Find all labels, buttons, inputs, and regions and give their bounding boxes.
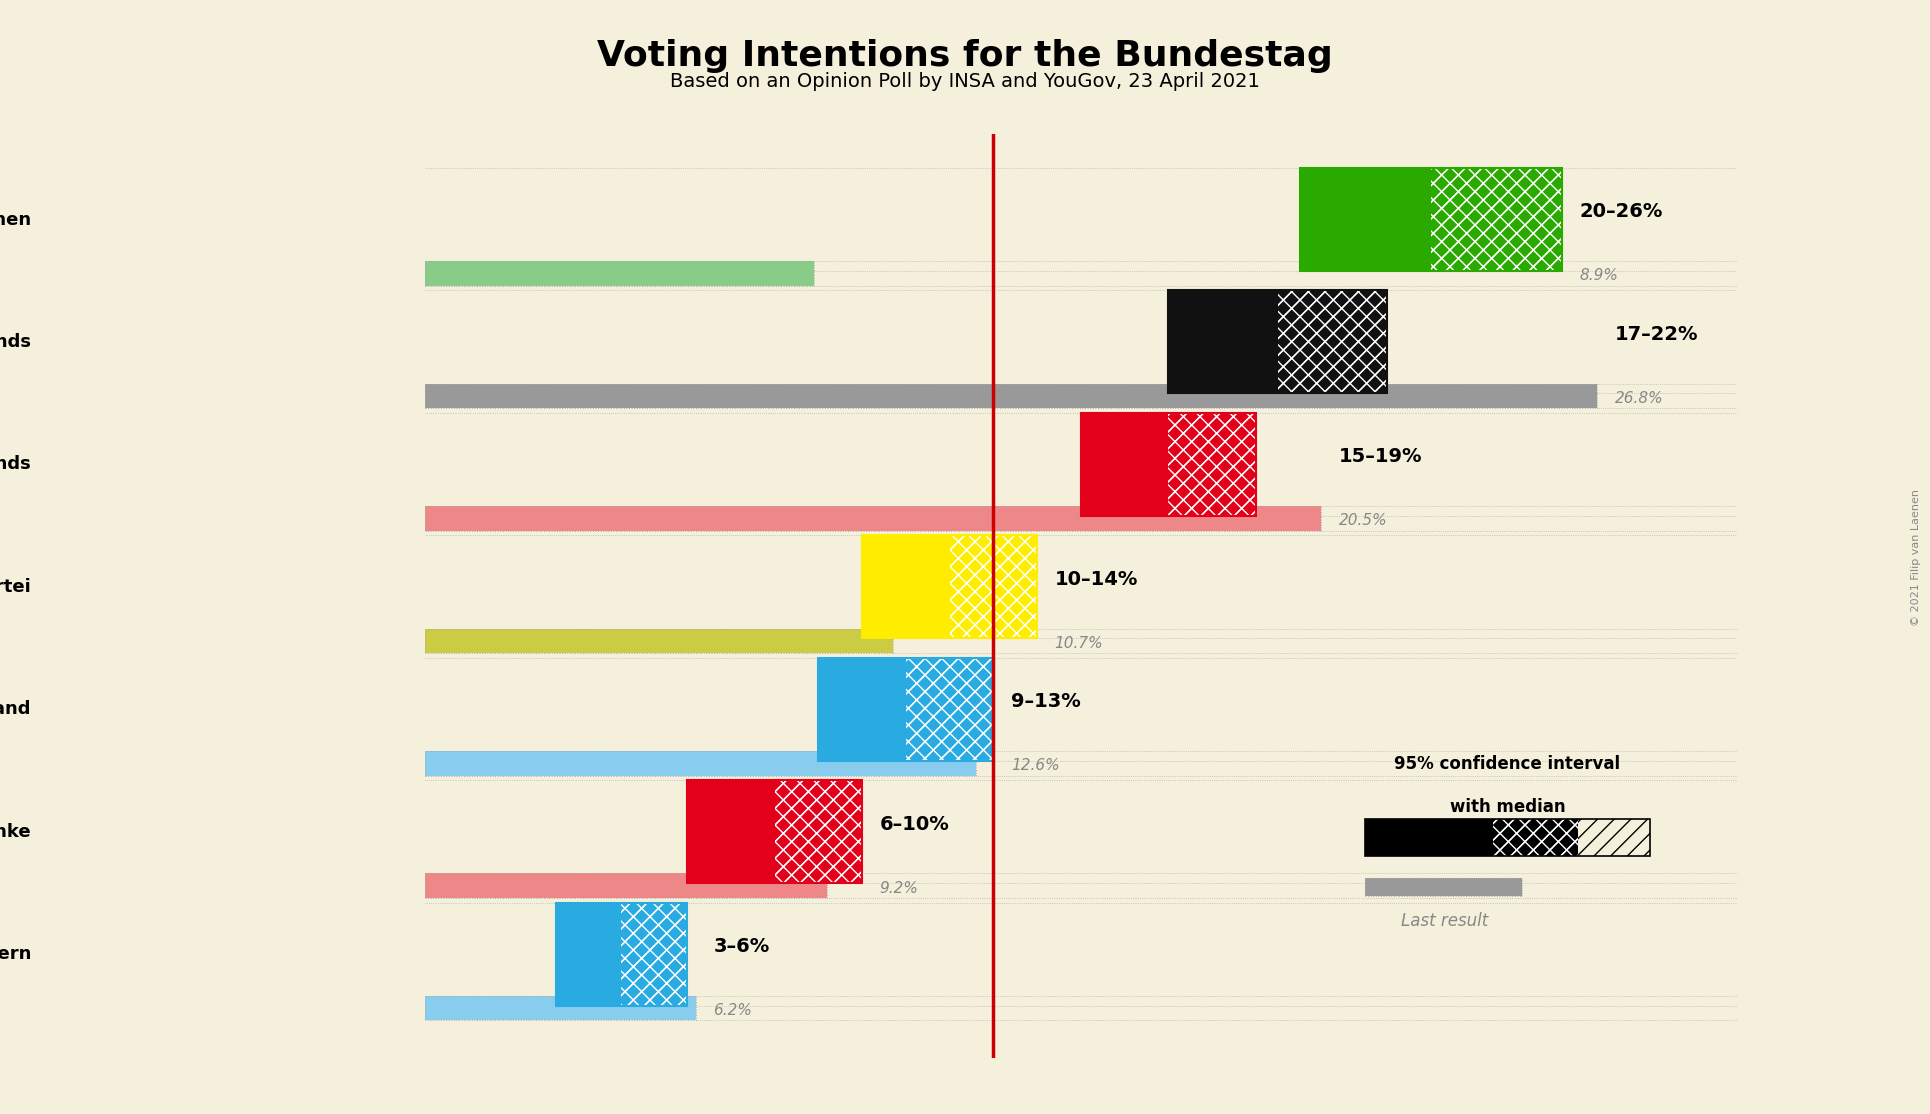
Bar: [863, 536, 1036, 638]
Bar: [1299, 168, 1430, 271]
Bar: [818, 658, 994, 761]
Bar: [1494, 820, 1579, 857]
Bar: [1299, 168, 1561, 271]
Bar: [1081, 413, 1168, 516]
Text: with median: with median: [1449, 799, 1565, 817]
Bar: [1278, 291, 1388, 393]
Text: 15–19%: 15–19%: [1339, 447, 1422, 466]
Text: Die Linke: Die Linke: [0, 823, 31, 841]
Bar: [1430, 168, 1561, 271]
Bar: [1430, 168, 1561, 271]
Bar: [425, 506, 1322, 530]
Text: 8.9%: 8.9%: [1579, 268, 1619, 283]
Bar: [1365, 820, 1494, 857]
Text: Based on an Opinion Poll by INSA and YouGov, 23 April 2021: Based on an Opinion Poll by INSA and You…: [670, 72, 1260, 91]
Bar: [425, 261, 814, 285]
Bar: [425, 873, 828, 898]
Bar: [774, 780, 863, 883]
Bar: [950, 536, 1036, 638]
Text: 6.2%: 6.2%: [714, 1004, 753, 1018]
Text: Alternative für Deutschland: Alternative für Deutschland: [0, 701, 31, 719]
Bar: [1579, 820, 1650, 857]
Text: 17–22%: 17–22%: [1615, 324, 1698, 343]
Bar: [425, 628, 894, 653]
Text: 10–14%: 10–14%: [1054, 569, 1139, 588]
Bar: [1168, 291, 1278, 393]
Text: 20–26%: 20–26%: [1579, 202, 1664, 222]
Bar: [425, 751, 977, 775]
Bar: [863, 536, 950, 638]
Bar: [1494, 820, 1579, 857]
Text: Christlich-Soziale Union in Bayern: Christlich-Soziale Union in Bayern: [0, 945, 31, 964]
Text: © 2021 Filip van Laenen: © 2021 Filip van Laenen: [1911, 489, 1922, 625]
Text: 26.8%: 26.8%: [1615, 391, 1664, 405]
Text: Sozialdemokratische Partei Deutschlands: Sozialdemokratische Partei Deutschlands: [0, 456, 31, 473]
Text: Voting Intentions for the Bundestag: Voting Intentions for the Bundestag: [596, 39, 1334, 74]
Bar: [425, 383, 1596, 408]
Bar: [556, 902, 687, 1006]
Bar: [425, 996, 697, 1020]
Bar: [774, 780, 863, 883]
Bar: [818, 658, 905, 761]
Bar: [950, 536, 1036, 638]
Bar: [621, 902, 687, 1006]
Bar: [425, 628, 894, 653]
Text: 9–13%: 9–13%: [1011, 692, 1081, 711]
Text: 6–10%: 6–10%: [880, 814, 950, 833]
Text: 10.7%: 10.7%: [1054, 636, 1104, 651]
Bar: [905, 658, 994, 761]
Bar: [425, 261, 814, 285]
Bar: [1168, 413, 1256, 516]
Bar: [1168, 291, 1388, 393]
Bar: [425, 996, 697, 1020]
Bar: [556, 902, 621, 1006]
Text: 12.6%: 12.6%: [1011, 759, 1060, 773]
Bar: [1365, 878, 1521, 896]
Bar: [687, 780, 863, 883]
Text: Last result: Last result: [1401, 912, 1488, 930]
Bar: [1168, 413, 1256, 516]
Text: Bündnis 90/Die Grünen: Bündnis 90/Die Grünen: [0, 211, 31, 228]
Bar: [425, 506, 1322, 530]
Text: Christlich Demokratische Union Deutschlands: Christlich Demokratische Union Deutschla…: [0, 333, 31, 351]
Bar: [687, 780, 774, 883]
Bar: [425, 751, 977, 775]
Bar: [1365, 820, 1650, 857]
Bar: [621, 902, 687, 1006]
Bar: [425, 873, 828, 898]
Text: Freie Demokratische Partei: Freie Demokratische Partei: [0, 578, 31, 596]
Bar: [1278, 291, 1388, 393]
Text: 20.5%: 20.5%: [1339, 514, 1388, 528]
Bar: [1365, 878, 1521, 896]
Bar: [425, 383, 1596, 408]
Text: 3–6%: 3–6%: [714, 937, 770, 956]
Bar: [1081, 413, 1256, 516]
Text: 95% confidence interval: 95% confidence interval: [1393, 755, 1621, 773]
Bar: [905, 658, 994, 761]
Text: 9.2%: 9.2%: [880, 881, 919, 896]
